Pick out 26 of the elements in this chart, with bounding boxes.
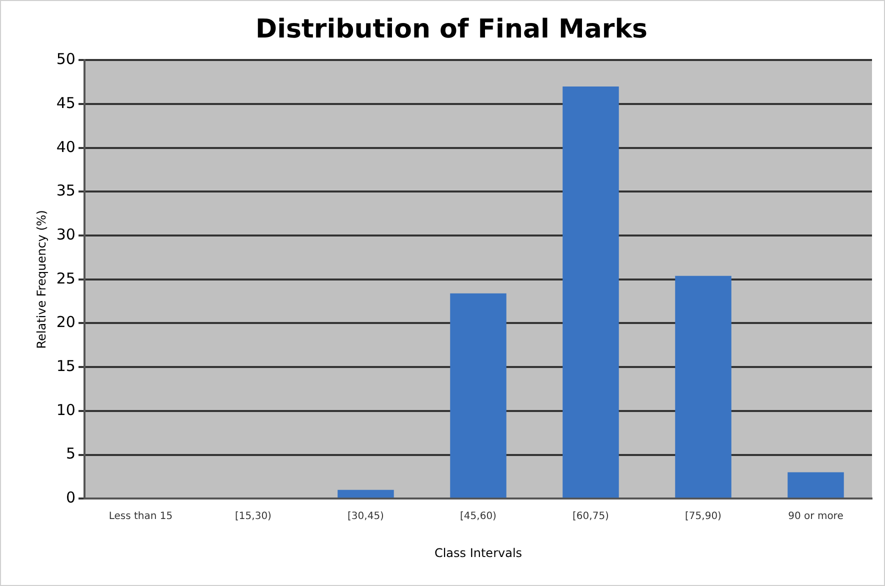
x-tick-label: [60,75)	[572, 511, 610, 522]
y-tick-label: 10	[56, 400, 76, 419]
x-tick-label: [15,30)	[235, 511, 272, 522]
y-tick-label: 5	[66, 444, 76, 463]
bar	[675, 276, 732, 498]
bar	[562, 86, 619, 498]
x-tick-label: [45,60)	[460, 511, 497, 522]
bar	[338, 490, 394, 498]
y-tick-label: 50	[56, 50, 76, 68]
y-tick-label: 35	[56, 182, 76, 200]
bar	[450, 293, 506, 498]
y-tick-label: 40	[56, 138, 76, 156]
y-tick-label: 20	[56, 313, 76, 332]
y-tick-label: 45	[56, 94, 76, 112]
bar	[788, 472, 844, 498]
x-tick-label: Less than 15	[108, 511, 173, 522]
x-tick-label: [75,90)	[685, 511, 722, 522]
chart-title: Distribution of Final Marks	[256, 14, 648, 44]
y-tick-label: 0	[66, 488, 76, 506]
y-tick-label: 15	[56, 356, 76, 375]
x-axis-title: Class Intervals	[434, 546, 522, 560]
x-tick-label: [30,45)	[348, 511, 384, 522]
x-tick-label: 90 or more	[788, 511, 844, 522]
y-tick-label: 25	[56, 269, 76, 288]
y-tick-label: 30	[56, 225, 76, 244]
y-axis-title: Relative Frequency (%)	[34, 210, 48, 349]
